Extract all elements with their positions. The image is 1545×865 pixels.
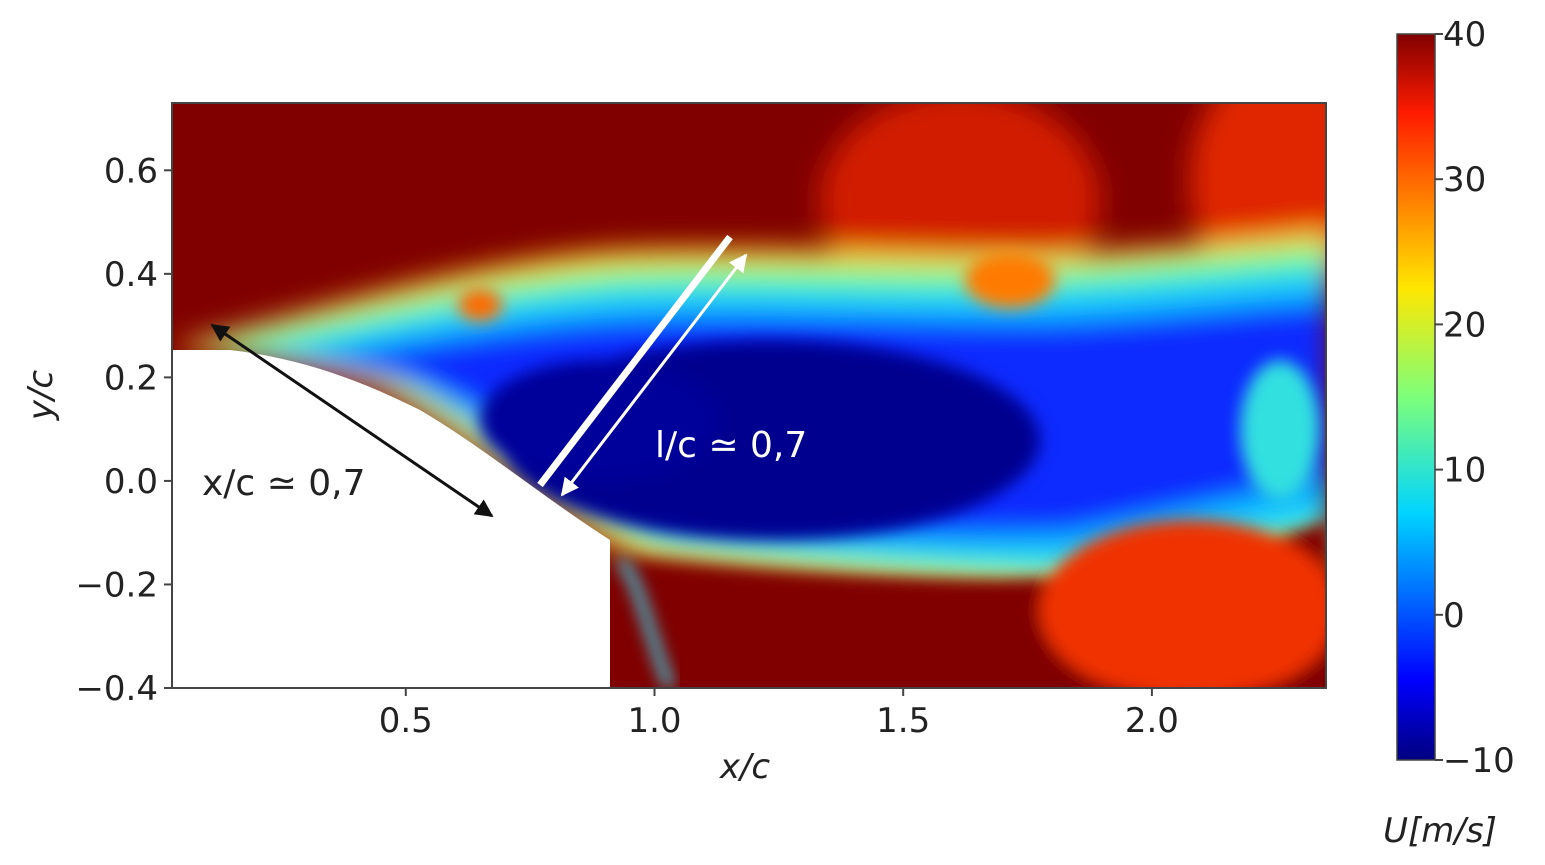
field-spot-orange-1 bbox=[965, 252, 1055, 308]
colorbar-tick-label: −10 bbox=[1443, 741, 1515, 781]
field-lower-jet-edge bbox=[616, 556, 675, 688]
x-distance-label: x/c ≃ 0,7 bbox=[202, 463, 366, 504]
x-tick-label: 1.0 bbox=[627, 701, 681, 741]
y-axis: 0.6 0.4 0.2 0.0 −0.2 −0.4 bbox=[75, 151, 172, 709]
x-tick-label: 1.5 bbox=[876, 701, 930, 741]
y-tick-label: 0.2 bbox=[104, 358, 158, 398]
field-spot-orange-2 bbox=[458, 289, 502, 321]
colorbar-tick-label: 40 bbox=[1443, 15, 1486, 55]
x-distance-arrow bbox=[210, 323, 494, 518]
field-spot-cyan bbox=[1240, 360, 1320, 500]
colorbar bbox=[1396, 33, 1436, 761]
plot-frame bbox=[171, 102, 1327, 689]
y-tick-label: −0.4 bbox=[75, 669, 158, 709]
field-lower-right-red bbox=[1040, 520, 1326, 688]
l-distance-label: l/c ≃ 0,7 bbox=[655, 425, 807, 466]
y-tick-label: 0.6 bbox=[104, 151, 158, 191]
y-tick-label: −0.2 bbox=[75, 565, 158, 605]
colorbar-tick-label: 30 bbox=[1443, 160, 1486, 200]
l-distance-arrow bbox=[560, 253, 748, 497]
x-axis-label: x/c bbox=[719, 747, 771, 787]
heatmap-field bbox=[172, 103, 1326, 688]
colorbar-ticks: 40 30 20 10 0 −10 bbox=[1435, 15, 1515, 781]
x-axis: 0.5 1.0 1.5 2.0 bbox=[379, 688, 1179, 741]
x-tick-label: 2.0 bbox=[1125, 701, 1179, 741]
y-tick-label: 0.0 bbox=[104, 462, 158, 502]
colorbar-tick-label: 10 bbox=[1443, 451, 1486, 491]
y-axis-label: y/c bbox=[21, 370, 61, 422]
colorbar-label: U[m/s] bbox=[1383, 811, 1497, 851]
colorbar-tick-label: 20 bbox=[1443, 305, 1486, 345]
y-tick-label: 0.4 bbox=[104, 255, 158, 295]
x-tick-label: 0.5 bbox=[379, 701, 433, 741]
colorbar-tick-label: 0 bbox=[1443, 596, 1465, 636]
